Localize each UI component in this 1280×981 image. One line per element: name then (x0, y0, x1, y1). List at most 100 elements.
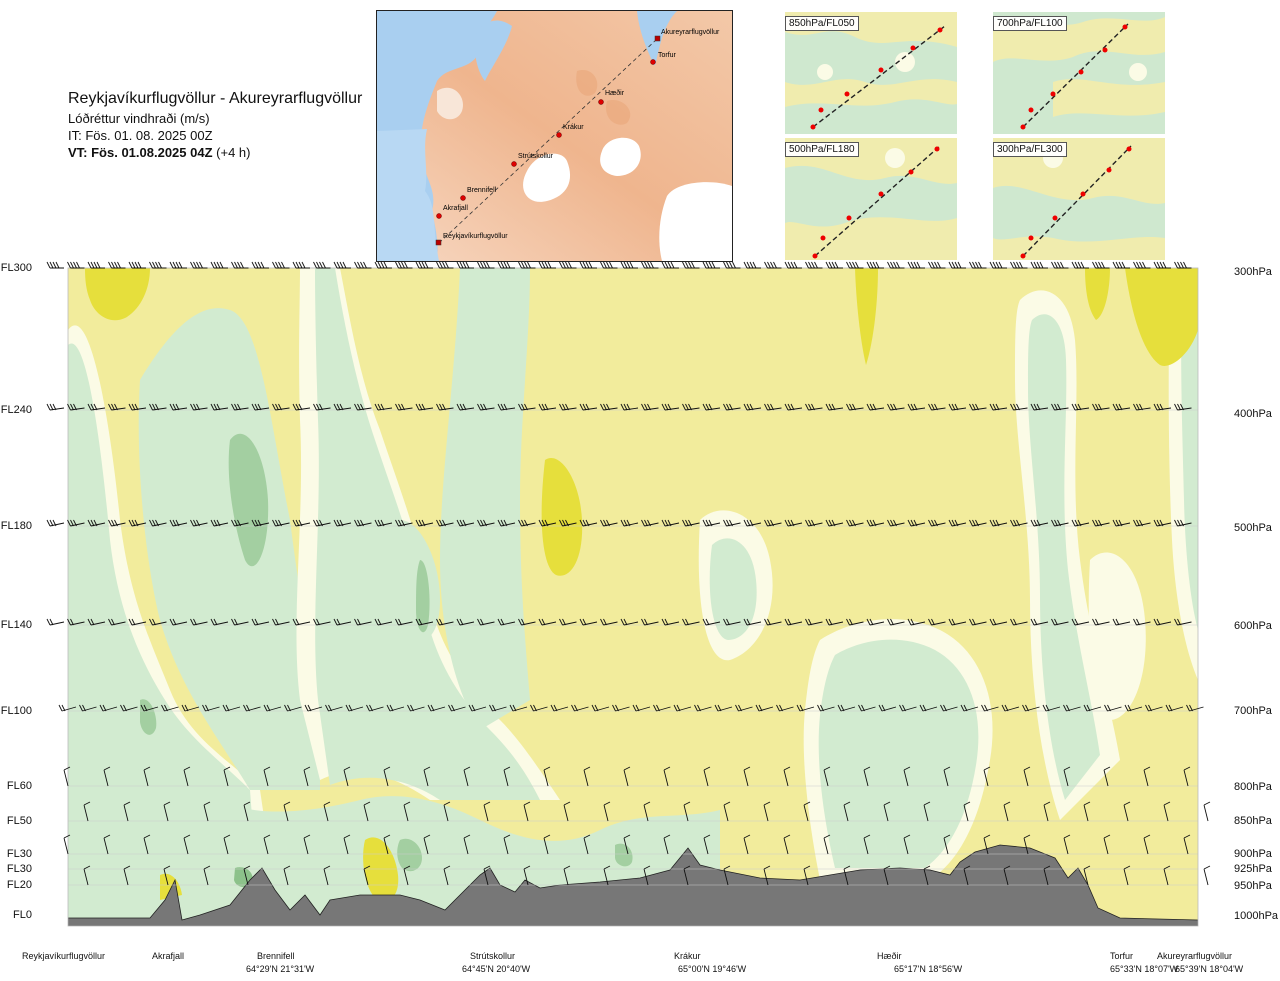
valid-time-value: VT: Fös. 01.08.2025 04Z (68, 145, 213, 160)
wind-barb (251, 618, 270, 626)
wind-barb (883, 801, 891, 822)
wind-barb (333, 618, 352, 626)
wind-barb (948, 403, 967, 411)
wind-barb (463, 834, 471, 855)
wind-barb (723, 801, 731, 822)
wind-barb (805, 618, 823, 626)
wind-barb (108, 519, 126, 527)
hpa-label-850: 850hPa (1234, 815, 1272, 827)
wind-barb (395, 519, 413, 527)
wind-barb (623, 766, 631, 787)
wind-barb (415, 403, 434, 411)
wind-barb (503, 834, 511, 855)
wind-barb (969, 403, 987, 411)
wind-barb (231, 618, 249, 626)
wind-barb (579, 519, 598, 527)
wind-barb (149, 403, 167, 411)
wind-barb (559, 618, 577, 626)
wind-barb (969, 519, 987, 527)
wind-barb (231, 403, 249, 411)
wind-barb (846, 403, 864, 411)
wind-barb (1153, 618, 1172, 626)
wind-barb (559, 261, 577, 269)
wind-barb (702, 618, 721, 626)
wind-barb (108, 261, 126, 269)
route-map: Akureyrarflugvöllur Torfur Hæðir Krákur … (376, 10, 733, 262)
wind-barb (374, 618, 393, 626)
x-label-akrafjall: Akrafjall (152, 951, 185, 961)
wind-barb (149, 519, 167, 527)
wind-barb (477, 261, 495, 269)
wind-barb (1183, 834, 1191, 855)
wind-barb (538, 261, 556, 269)
wind-barb (825, 519, 844, 527)
wind-barb (702, 403, 721, 411)
wind-barb (354, 261, 372, 269)
valid-time-offset: (+4 h) (216, 145, 251, 160)
wind-barb (784, 519, 803, 527)
wind-barb (1023, 766, 1031, 787)
wind-barb (866, 618, 885, 626)
wind-barb (343, 834, 351, 855)
wind-barb (284, 704, 302, 712)
mini-map-700hpa-graphic (993, 12, 1165, 134)
wind-barb (183, 834, 191, 855)
wind-barb (960, 704, 979, 712)
wind-barb (1010, 261, 1028, 269)
wind-barb (67, 618, 85, 626)
x-coord-krakur: 65°00'N 19°46'W (678, 964, 747, 974)
wind-barb (456, 261, 474, 269)
mini-map-500hpa: 500hPa/FL180 (785, 138, 957, 260)
wind-barb (210, 618, 229, 626)
x-label-akureyri: Akureyrarflugvöllur (1157, 951, 1233, 961)
wind-barb (1071, 403, 1090, 411)
wind-barb (783, 766, 791, 787)
wind-barb (1010, 403, 1028, 411)
wind-barb (503, 766, 511, 787)
hpa-label-400: 400hPa (1234, 408, 1272, 420)
wind-barb (603, 801, 611, 822)
x-label-haedir: Hæðir (877, 951, 902, 961)
wind-barb (661, 519, 680, 527)
wind-barb (641, 261, 659, 269)
wind-barb (263, 704, 282, 712)
wind-barb (436, 403, 454, 411)
wind-barb (183, 766, 191, 787)
wind-barb (1203, 801, 1211, 822)
wind-barb (1153, 403, 1172, 411)
wind-barb (313, 261, 331, 269)
chart-subtitle: Lóðréttur vindhraði (m/s) (68, 111, 210, 126)
wind-barb (1043, 801, 1051, 822)
wind-barb (87, 519, 106, 527)
wind-barb (1010, 618, 1028, 626)
wind-barb (323, 865, 331, 886)
wind-barb (948, 618, 967, 626)
wind-barb (784, 403, 803, 411)
wind-barb (497, 261, 515, 269)
wind-barb (1183, 766, 1191, 787)
wind-barb (1123, 865, 1131, 886)
mini-map-850hpa-graphic (785, 12, 957, 134)
wind-barb (682, 618, 700, 626)
wind-barb (333, 261, 351, 269)
wind-barb (714, 704, 733, 712)
wind-barb (1071, 519, 1090, 527)
wind-barb (661, 618, 680, 626)
wind-barb (620, 403, 639, 411)
wind-barb (1092, 261, 1110, 269)
wind-barb (907, 519, 926, 527)
route-map-label-brennifell: Brennifell (467, 187, 497, 194)
wind-barb (231, 519, 249, 527)
wind-barb (456, 618, 475, 626)
wind-barb (283, 865, 291, 886)
wind-barb (907, 403, 926, 411)
wind-barb (1112, 618, 1131, 626)
wind-barb (1203, 865, 1211, 886)
wind-barb (948, 519, 967, 527)
wind-barb (231, 261, 249, 269)
mini-map-700hpa-label: 700hPa/FL100 (993, 16, 1067, 31)
wind-barb (483, 801, 491, 822)
wind-barb (1092, 618, 1110, 626)
wind-barb (623, 834, 631, 855)
